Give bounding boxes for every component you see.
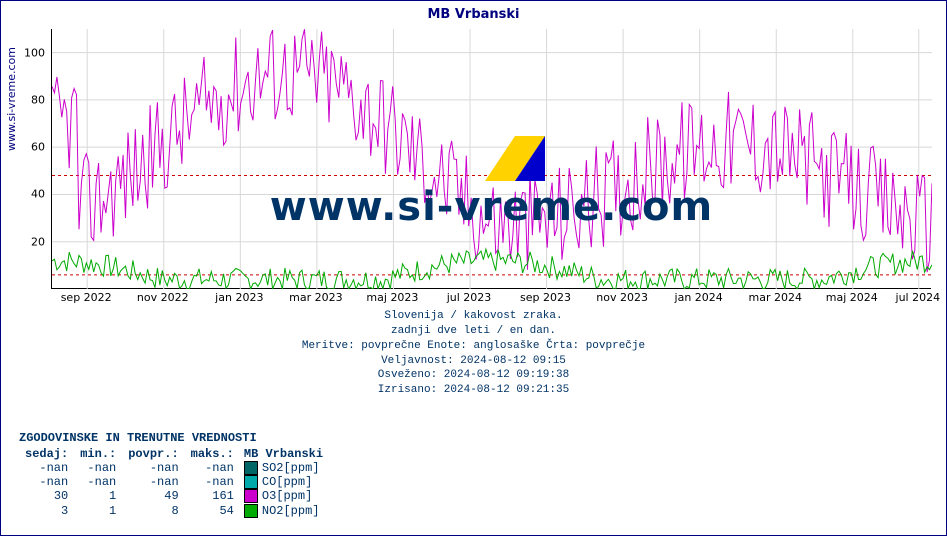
table-cell: -nan xyxy=(185,475,240,489)
y-axis-ticks: 20 40 60 80 100 xyxy=(1,29,49,289)
col-header-station: MB Vrbanski xyxy=(240,447,329,461)
meta-line: Izrisano: 2024-08-12 09:21:35 xyxy=(1,383,946,398)
meta-line: Slovenija / kakovost zraka. xyxy=(1,309,946,324)
table-cell: -nan xyxy=(122,461,184,475)
legend-cell: CO[ppm] xyxy=(240,475,329,489)
x-tick-label: sep 2023 xyxy=(520,291,571,304)
x-tick-label: nov 2022 xyxy=(137,291,189,304)
table-cell: 8 xyxy=(122,504,184,518)
x-tick-label: maj 2023 xyxy=(366,291,418,304)
meta-line: zadnji dve leti / en dan. xyxy=(1,324,946,339)
y-tick-label: 60 xyxy=(31,141,45,154)
col-header: maks.: xyxy=(185,447,240,461)
table-cell: -nan xyxy=(19,461,74,475)
x-tick-label: maj 2024 xyxy=(826,291,878,304)
table-header-row: sedaj: min.: povpr.: maks.: MB Vrbanski xyxy=(19,447,329,461)
x-tick-label: mar 2024 xyxy=(748,291,801,304)
metadata-block: Slovenija / kakovost zraka. zadnji dve l… xyxy=(1,309,946,398)
legend-swatch-icon xyxy=(244,475,258,489)
y-tick-label: 20 xyxy=(31,235,45,248)
table-cell: -nan xyxy=(74,475,122,489)
legend-cell: O3[ppm] xyxy=(240,489,329,503)
col-header: povpr.: xyxy=(122,447,184,461)
col-header: min.: xyxy=(74,447,122,461)
meta-line: Veljavnost: 2024-08-12 09:15 xyxy=(1,354,946,369)
table-cell: 30 xyxy=(19,489,74,503)
values-table: sedaj: min.: povpr.: maks.: MB Vrbanski … xyxy=(19,447,329,518)
table-cell: 54 xyxy=(185,504,240,518)
legend-cell: SO2[ppm] xyxy=(240,461,329,475)
table-cell: -nan xyxy=(185,461,240,475)
table-title: ZGODOVINSKE IN TRENUTNE VREDNOSTI xyxy=(19,431,329,445)
x-tick-label: jul 2023 xyxy=(447,291,492,304)
table-row: 31854 NO2[ppm] xyxy=(19,504,329,518)
table-cell: 3 xyxy=(19,504,74,518)
legend-label: CO[ppm] xyxy=(262,475,312,489)
table-cell: 1 xyxy=(74,489,122,503)
table-cell: 49 xyxy=(122,489,184,503)
table-cell: -nan xyxy=(19,475,74,489)
legend-label: O3[ppm] xyxy=(262,490,312,504)
chart-title: MB Vrbanski xyxy=(1,7,946,22)
table-row: -nan-nan-nan-nanSO2[ppm] xyxy=(19,461,329,475)
legend-label: SO2[ppm] xyxy=(262,461,320,475)
meta-line: Osveženo: 2024-08-12 09:19:38 xyxy=(1,368,946,383)
table-row: -nan-nan-nan-nanCO[ppm] xyxy=(19,475,329,489)
table-cell: 1 xyxy=(74,504,122,518)
y-tick-label: 80 xyxy=(31,93,45,106)
x-tick-label: sep 2022 xyxy=(61,291,112,304)
x-tick-label: jul 2024 xyxy=(896,291,941,304)
plot-svg xyxy=(52,29,932,289)
x-tick-label: nov 2023 xyxy=(596,291,648,304)
legend-swatch-icon xyxy=(244,504,258,518)
legend-cell: NO2[ppm] xyxy=(240,504,329,518)
chart-frame: MB Vrbanski www.si-vreme.com 20 40 60 80 100… xyxy=(0,0,947,536)
y-tick-label: 40 xyxy=(31,188,45,201)
legend-swatch-icon xyxy=(244,489,258,503)
y-tick-label: 100 xyxy=(24,46,45,59)
plot-area: www.si-vreme.com xyxy=(51,29,931,289)
table-cell: 161 xyxy=(185,489,240,503)
x-axis-ticks: sep 2022 nov 2022 jan 2023 mar 2023 maj 2023… xyxy=(51,291,931,307)
meta-line: Meritve: povprečne Enote: anglosaške Črt… xyxy=(1,339,946,354)
x-tick-label: mar 2023 xyxy=(289,291,342,304)
table-row: 30149161 O3[ppm] xyxy=(19,489,329,503)
col-header: sedaj: xyxy=(19,447,74,461)
legend-label: NO2[ppm] xyxy=(262,504,320,518)
x-tick-label: jan 2024 xyxy=(675,291,723,304)
table-cell: -nan xyxy=(122,475,184,489)
table-cell: -nan xyxy=(74,461,122,475)
values-table-region: ZGODOVINSKE IN TRENUTNE VREDNOSTI sedaj:… xyxy=(19,431,329,518)
x-tick-label: jan 2023 xyxy=(215,291,263,304)
legend-swatch-icon xyxy=(244,461,258,475)
